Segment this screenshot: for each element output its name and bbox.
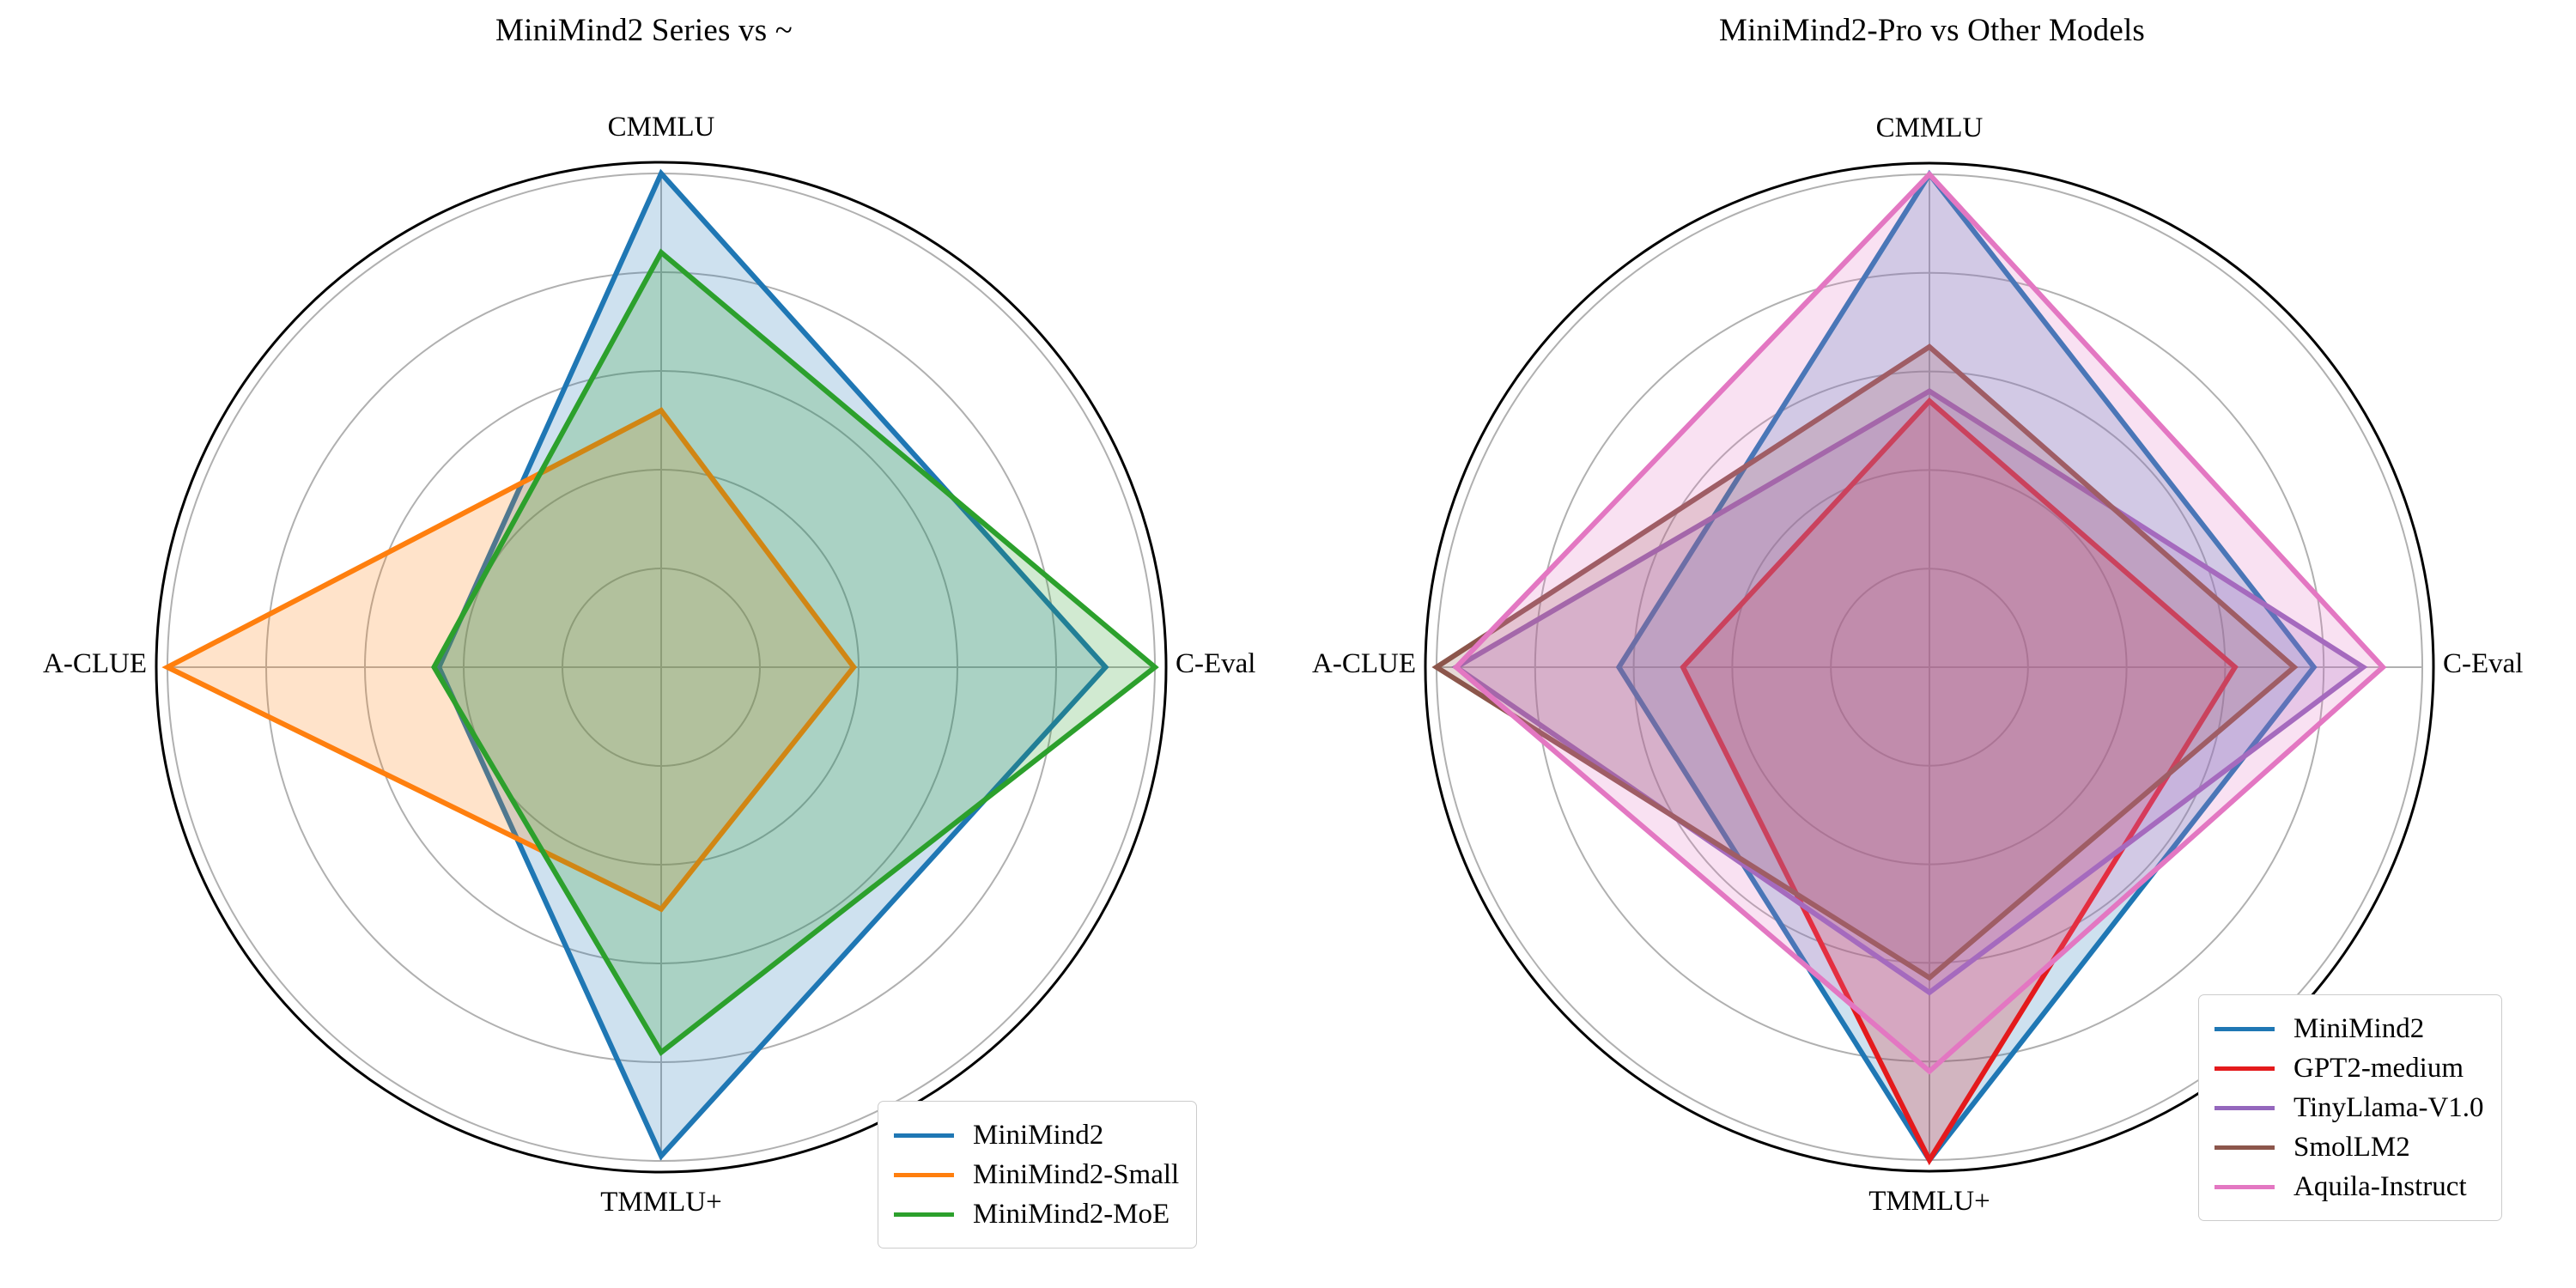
legend-item-label: MiniMind2 <box>973 1119 1104 1151</box>
legend-swatch-line-icon <box>894 1172 954 1177</box>
axis-label-ceval-right: C-Eval <box>2443 648 2524 679</box>
legend-item-label: MiniMind2-MoE <box>973 1198 1170 1230</box>
axis-label-cmmlu-right: CMMLU <box>1875 112 1984 143</box>
axis-label-aclue-right: A-CLUE <box>1312 648 1416 679</box>
legend-left[interactable]: MiniMind2 MiniMind2-Small MiniMind2-MoE <box>878 1101 1198 1249</box>
legend-swatch-line-icon <box>894 1212 954 1217</box>
legend-swatch-line-icon <box>2215 1184 2275 1189</box>
panel-right-title: MiniMind2-Pro vs Other Models <box>1718 13 2146 48</box>
radar-chart-right <box>1424 161 2435 1173</box>
radar-series-gpt2-medium <box>1680 397 2239 1166</box>
axis-label-tmmlu-left: TMMLU+ <box>600 1187 722 1218</box>
panel-left-title: MiniMind2 Series vs ~ <box>495 13 793 48</box>
legend-right[interactable]: MiniMind2 GPT2-medium TinyLlama-V1.0 SmolLM… <box>2198 994 2502 1221</box>
radar-series-smollm2 <box>1431 343 2299 981</box>
legend-item-tinyllama-v1-0[interactable]: TinyLlama-V1.0 <box>2215 1088 2484 1127</box>
panel-left: MiniMind2 Series vs ~ CMMLU C-Eval TMMLU… <box>43 13 1256 1249</box>
radar-chart-left <box>155 161 1168 1174</box>
legend-item-minimind2-moe[interactable]: MiniMind2-MoE <box>894 1194 1179 1234</box>
panel-right: MiniMind2-Pro vs Other Models CMMLU C-Ev… <box>1288 0 2576 1288</box>
legend-item-label: GPT2-medium <box>2293 1052 2464 1084</box>
legend-item-smollm2[interactable]: SmolLM2 <box>2215 1127 2484 1167</box>
legend-item-gpt2-medium[interactable]: GPT2-medium <box>2215 1048 2484 1088</box>
legend-item-minimind2-small[interactable]: MiniMind2-Small <box>894 1155 1179 1194</box>
legend-swatch-line-icon <box>894 1133 954 1138</box>
legend-item-label: MiniMind2 <box>2293 1012 2425 1044</box>
legend-swatch-line-icon <box>2215 1066 2275 1071</box>
legend-item-label: SmolLM2 <box>2293 1131 2410 1163</box>
legend-swatch-line-icon <box>2215 1026 2275 1031</box>
legend-item-aquila-instruct[interactable]: Aquila-Instruct <box>2215 1167 2484 1206</box>
legend-item-minimind2[interactable]: MiniMind2 <box>894 1115 1179 1155</box>
axis-label-tmmlu-right: TMMLU+ <box>1868 1186 1990 1217</box>
legend-item-minimind2[interactable]: MiniMind2 <box>2215 1009 2484 1048</box>
legend-item-label: TinyLlama-V1.0 <box>2293 1091 2484 1123</box>
axis-label-ceval-left: C-Eval <box>1176 648 1256 679</box>
legend-swatch-line-icon <box>2215 1145 2275 1150</box>
radar-series-minimind2-moe <box>431 248 1159 1056</box>
axis-label-aclue-left: A-CLUE <box>43 648 147 679</box>
legend-swatch-line-icon <box>2215 1105 2275 1110</box>
radar-series-minimind2-small <box>161 407 858 913</box>
legend-item-label: Aquila-Instruct <box>2293 1170 2467 1202</box>
legend-item-label: MiniMind2-Small <box>973 1158 1180 1190</box>
axis-label-cmmlu-left: CMMLU <box>607 112 715 143</box>
radar-series-aquila-instruct <box>1452 170 2387 1075</box>
radar-series-tinyllama-v1-0 <box>1451 388 2368 996</box>
